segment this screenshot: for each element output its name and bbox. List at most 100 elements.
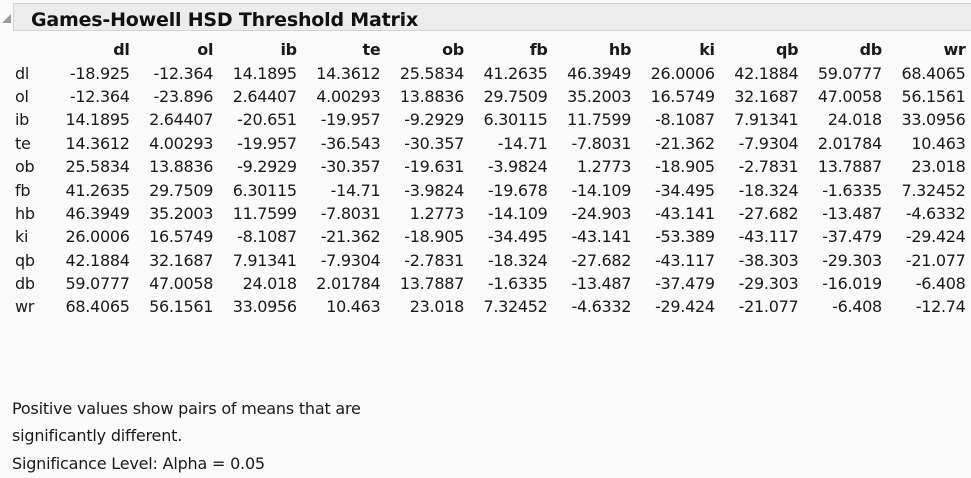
matrix-cell: -24.903 bbox=[571, 203, 632, 223]
matrix-cell: -34.495 bbox=[487, 227, 548, 247]
matrix-cell: 47.0058 bbox=[817, 86, 882, 106]
matrix-cell: 33.0956 bbox=[232, 297, 297, 317]
matrix-cell: -9.2929 bbox=[237, 157, 297, 177]
matrix-cell: 46.3949 bbox=[65, 203, 130, 223]
matrix-cell: -14.109 bbox=[571, 180, 632, 200]
matrix-cell: 41.2635 bbox=[65, 180, 130, 200]
matrix-cell: 6.30115 bbox=[483, 110, 548, 130]
matrix-cell: -6.408 bbox=[832, 297, 882, 317]
matrix-cell: 13.7887 bbox=[817, 157, 882, 177]
matrix-cell: -19.957 bbox=[320, 110, 381, 130]
matrix-cell: 13.7887 bbox=[399, 274, 464, 294]
matrix-cell: 41.2635 bbox=[483, 63, 548, 83]
matrix-cell: 29.7509 bbox=[149, 180, 214, 200]
matrix-cell: 35.2003 bbox=[149, 203, 214, 223]
matrix-cell: -3.9824 bbox=[404, 180, 464, 200]
matrix-cell: 4.00293 bbox=[149, 133, 214, 153]
table-row: dl -18.925 -12.364 14.1895 14.3612 25.5834 41.… bbox=[8, 61, 966, 84]
matrix-cell: -14.109 bbox=[487, 203, 548, 223]
matrix-cell: -19.678 bbox=[487, 180, 548, 200]
matrix-cell: 10.463 bbox=[911, 133, 966, 153]
matrix-cell: -8.1087 bbox=[237, 227, 297, 247]
report-title: Games-Howell HSD Threshold Matrix bbox=[31, 9, 419, 31]
matrix-cell: -6.408 bbox=[915, 274, 966, 294]
matrix-cell: 25.5834 bbox=[65, 157, 130, 177]
matrix-cell: 2.01784 bbox=[817, 133, 882, 153]
matrix-cell: 42.1884 bbox=[65, 250, 130, 270]
matrix-cell: 42.1884 bbox=[734, 63, 799, 83]
matrix-cell: 25.5834 bbox=[399, 63, 464, 83]
matrix-cell: -21.362 bbox=[320, 227, 381, 247]
header-row: dl ol ib te ob fb hb ki qb db wr bbox=[8, 38, 966, 61]
matrix-cell: 26.0006 bbox=[65, 227, 130, 247]
matrix-cell: -1.6335 bbox=[487, 274, 548, 294]
matrix-cell: -20.651 bbox=[237, 110, 297, 130]
matrix-cell: -7.8031 bbox=[320, 203, 381, 223]
table-row: db 59.0777 47.0058 24.018 2.01784 13.7887 -1.6… bbox=[8, 272, 966, 295]
matrix-cell: -27.682 bbox=[738, 203, 799, 223]
matrix-cell: 46.3949 bbox=[567, 63, 632, 83]
column-header-ob: ob bbox=[442, 40, 464, 60]
matrix-cell: -14.71 bbox=[497, 133, 548, 153]
matrix-cell: -12.74 bbox=[915, 297, 966, 317]
matrix-cell: -36.543 bbox=[320, 133, 381, 153]
column-header-qb: qb bbox=[776, 40, 799, 60]
disclosure-triangle-icon[interactable] bbox=[2, 14, 11, 23]
matrix-cell: -37.479 bbox=[822, 227, 882, 247]
matrix-cell: 16.5749 bbox=[650, 86, 715, 106]
report-title-bar[interactable]: Games-Howell HSD Threshold Matrix bbox=[13, 3, 971, 31]
matrix-cell: 10.463 bbox=[326, 297, 381, 317]
matrix-cell: 68.4065 bbox=[65, 297, 130, 317]
table-row: fb 41.2635 29.7509 6.30115 -14.71 -3.9824 -19.… bbox=[8, 178, 966, 201]
matrix-cell: 13.8836 bbox=[149, 157, 214, 177]
matrix-cell: 23.018 bbox=[911, 157, 966, 177]
matrix-cell: -14.71 bbox=[330, 180, 381, 200]
matrix-cell: -29.424 bbox=[655, 297, 715, 317]
matrix-cell: -29.303 bbox=[822, 250, 882, 270]
matrix-cell: 68.4065 bbox=[901, 63, 966, 83]
matrix-cell: -4.6332 bbox=[905, 203, 966, 223]
matrix-cell: -16.019 bbox=[822, 274, 882, 294]
row-label-ki: ki bbox=[15, 227, 29, 247]
matrix-cell: 24.018 bbox=[827, 110, 882, 130]
matrix-cell: -18.324 bbox=[487, 250, 548, 270]
matrix-cell: -18.905 bbox=[404, 227, 464, 247]
matrix-cell: 4.00293 bbox=[316, 86, 381, 106]
matrix-cell: 2.64407 bbox=[149, 110, 214, 130]
table-row: hb 46.3949 35.2003 11.7599 -7.8031 1.2773 -14.… bbox=[8, 202, 966, 225]
matrix-cell: -18.925 bbox=[69, 63, 130, 83]
matrix-cell: -27.682 bbox=[571, 250, 632, 270]
matrix-cell: -8.1087 bbox=[655, 110, 715, 130]
matrix-cell: -3.9824 bbox=[487, 157, 548, 177]
column-header-dl: dl bbox=[113, 40, 130, 60]
row-label-ol: ol bbox=[15, 86, 29, 106]
matrix-cell: -19.957 bbox=[237, 133, 297, 153]
matrix-cell: -43.117 bbox=[655, 250, 715, 270]
matrix-cell: 14.1895 bbox=[232, 63, 297, 83]
matrix-cell: -30.357 bbox=[404, 133, 464, 153]
matrix-cell: -37.479 bbox=[655, 274, 715, 294]
matrix-cell: 14.3612 bbox=[65, 133, 130, 153]
matrix-cell: 32.1687 bbox=[734, 86, 799, 106]
column-header-ki: ki bbox=[699, 40, 715, 60]
matrix-cell: -29.303 bbox=[738, 274, 799, 294]
row-label-wr: wr bbox=[15, 297, 35, 317]
matrix-cell: -29.424 bbox=[905, 227, 966, 247]
matrix-cell: 59.0777 bbox=[817, 63, 882, 83]
matrix-cell: -43.141 bbox=[571, 227, 632, 247]
footer-note-line-1: Positive values show pairs of means that… bbox=[12, 399, 361, 418]
matrix-cell: -21.362 bbox=[655, 133, 715, 153]
column-header-fb: fb bbox=[529, 40, 548, 60]
matrix-cell: -19.631 bbox=[404, 157, 464, 177]
matrix-cell: 7.32452 bbox=[901, 180, 966, 200]
matrix-cell: -7.9304 bbox=[320, 250, 381, 270]
matrix-cell: -18.905 bbox=[655, 157, 715, 177]
row-label-ib: ib bbox=[15, 110, 30, 130]
column-header-hb: hb bbox=[608, 40, 632, 60]
row-label-db: db bbox=[15, 274, 35, 294]
table-row: ki 26.0006 16.5749 -8.1087 -21.362 -18.905 -34… bbox=[8, 225, 966, 248]
matrix-cell: 59.0777 bbox=[65, 274, 130, 294]
matrix-cell: -53.389 bbox=[655, 227, 715, 247]
matrix-cell: -9.2929 bbox=[404, 110, 464, 130]
footer-note-line-2: significantly different. bbox=[12, 426, 183, 445]
